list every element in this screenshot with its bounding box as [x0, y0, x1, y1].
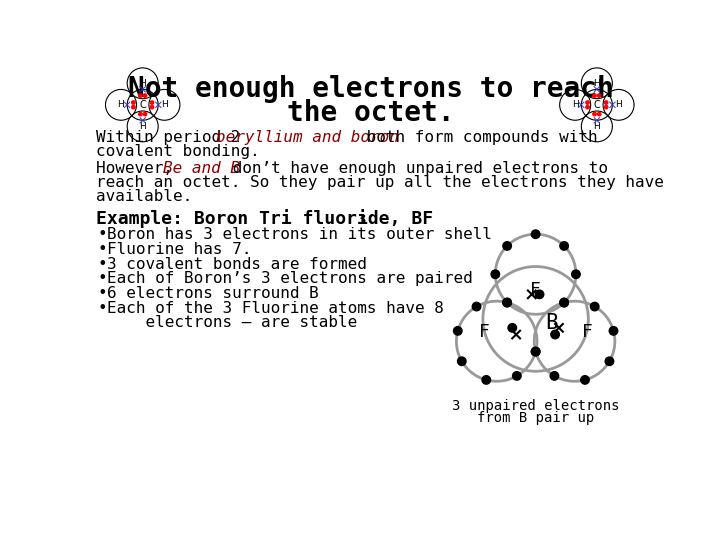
Circle shape: [503, 298, 511, 307]
Circle shape: [593, 112, 596, 116]
Text: •: •: [98, 286, 107, 301]
Text: H: H: [140, 79, 146, 88]
Circle shape: [139, 112, 142, 116]
Circle shape: [609, 327, 618, 335]
Circle shape: [606, 357, 613, 366]
Circle shape: [513, 372, 521, 380]
Circle shape: [491, 270, 500, 279]
Circle shape: [531, 347, 540, 356]
Circle shape: [535, 290, 544, 299]
Text: available.: available.: [96, 189, 192, 204]
Circle shape: [503, 298, 511, 307]
Text: •: •: [98, 256, 107, 272]
Text: However,: However,: [96, 161, 183, 176]
Circle shape: [586, 101, 589, 104]
Text: F: F: [479, 323, 490, 341]
Circle shape: [560, 298, 568, 307]
Circle shape: [472, 302, 481, 311]
Circle shape: [598, 112, 601, 116]
Text: Boron has 3 electrons in its outer shell: Boron has 3 electrons in its outer shell: [107, 227, 492, 242]
Circle shape: [560, 298, 568, 307]
Text: Not enough electrons to reach: Not enough electrons to reach: [127, 76, 613, 104]
Text: F: F: [582, 323, 593, 341]
Circle shape: [482, 376, 490, 384]
Text: 3 unpaired electrons: 3 unpaired electrons: [452, 399, 619, 413]
Circle shape: [560, 242, 568, 250]
Circle shape: [143, 94, 147, 97]
Text: Each of Boron’s 3 electrons are paired: Each of Boron’s 3 electrons are paired: [107, 272, 473, 286]
Text: B: B: [545, 313, 557, 333]
Text: F: F: [530, 281, 541, 299]
Circle shape: [150, 101, 153, 104]
Circle shape: [586, 105, 589, 109]
Text: H: H: [117, 100, 125, 109]
Circle shape: [454, 327, 462, 335]
Text: H: H: [593, 79, 600, 88]
Circle shape: [508, 323, 516, 332]
Circle shape: [132, 101, 135, 104]
Text: C: C: [593, 100, 600, 110]
Text: 3 covalent bonds are formed: 3 covalent bonds are formed: [107, 256, 367, 272]
Text: •: •: [98, 301, 107, 315]
Text: from B pair up: from B pair up: [477, 411, 594, 425]
Circle shape: [550, 372, 559, 380]
Circle shape: [605, 101, 608, 104]
Text: the octet.: the octet.: [287, 98, 454, 126]
Circle shape: [581, 376, 589, 384]
Circle shape: [503, 242, 511, 250]
Text: H: H: [572, 100, 579, 109]
Circle shape: [531, 347, 540, 356]
Text: •: •: [98, 227, 107, 242]
Circle shape: [572, 270, 580, 279]
Circle shape: [457, 357, 466, 366]
Text: H: H: [593, 122, 600, 131]
Circle shape: [132, 105, 135, 109]
Text: •: •: [98, 242, 107, 257]
Circle shape: [551, 330, 559, 339]
Text: Example: Boron Tri fluoride, BF: Example: Boron Tri fluoride, BF: [96, 208, 433, 227]
Text: Each of the 3 Fluorine atoms have 8: Each of the 3 Fluorine atoms have 8: [107, 301, 444, 315]
Circle shape: [590, 302, 599, 311]
Text: 6 electrons surround B: 6 electrons surround B: [107, 286, 319, 301]
Text: 3: 3: [357, 213, 366, 227]
Circle shape: [593, 94, 596, 97]
Text: electrons – are stable: electrons – are stable: [107, 315, 357, 330]
Text: beryllium and boron: beryllium and boron: [215, 131, 398, 145]
Text: H: H: [161, 100, 168, 109]
Text: H: H: [140, 122, 146, 131]
Circle shape: [143, 112, 147, 116]
Text: both form compounds with: both form compounds with: [357, 131, 598, 145]
Circle shape: [598, 94, 601, 97]
Text: •: •: [98, 272, 107, 286]
Text: don’t have enough unpaired electrons to: don’t have enough unpaired electrons to: [223, 161, 608, 176]
Circle shape: [150, 105, 153, 109]
Text: H: H: [615, 100, 622, 109]
Text: C: C: [140, 100, 146, 110]
Circle shape: [139, 94, 142, 97]
Text: Fluorine has 7.: Fluorine has 7.: [107, 242, 251, 257]
Circle shape: [531, 230, 540, 239]
Text: covalent bonding.: covalent bonding.: [96, 144, 260, 159]
Circle shape: [605, 105, 608, 109]
Text: reach an octet. So they pair up all the electrons they have: reach an octet. So they pair up all the …: [96, 175, 664, 190]
Text: Within period 2: Within period 2: [96, 131, 251, 145]
Text: Be and B: Be and B: [163, 161, 240, 176]
